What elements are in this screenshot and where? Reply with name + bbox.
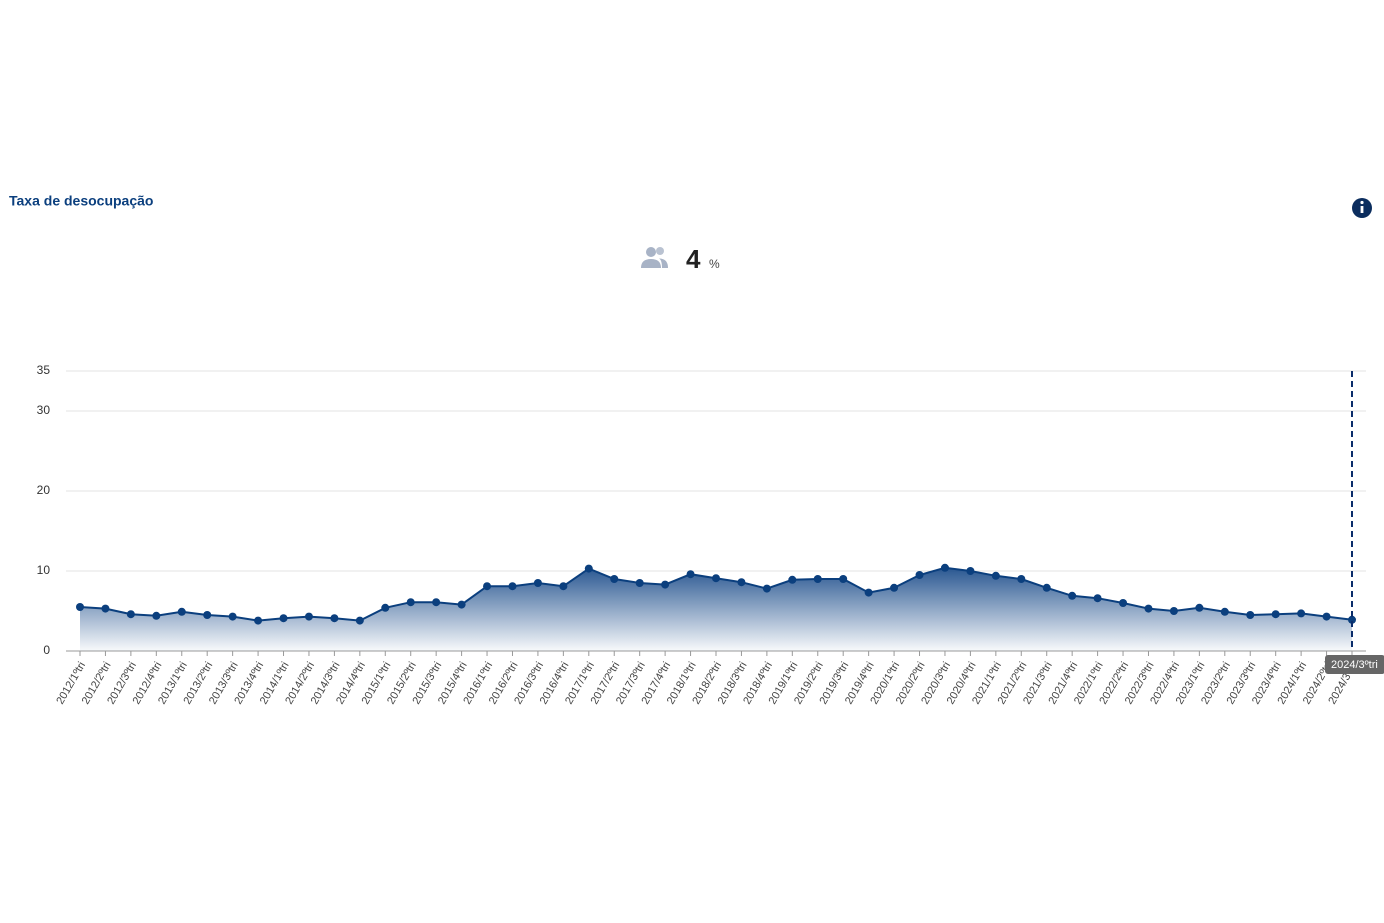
point — [1220, 607, 1229, 616]
people-icon — [641, 247, 668, 268]
info-button[interactable] — [1352, 198, 1372, 218]
point — [254, 616, 263, 625]
point — [890, 583, 899, 592]
y-tick-label: 20 — [37, 483, 51, 497]
point — [483, 582, 492, 591]
point — [76, 603, 84, 611]
kpi-unit: % — [709, 257, 720, 271]
point — [1169, 607, 1178, 615]
point — [788, 575, 797, 584]
point — [635, 579, 644, 587]
point — [330, 614, 339, 623]
tooltip-label: 2024/3ºtri — [1331, 659, 1378, 671]
tooltip-box — [1325, 655, 1384, 674]
y-tick-label: 30 — [37, 403, 51, 417]
point — [1144, 604, 1153, 613]
point — [457, 600, 466, 609]
point — [508, 582, 517, 591]
point — [432, 598, 441, 607]
point — [915, 571, 924, 579]
point — [1348, 615, 1356, 624]
kpi-value: 4 — [686, 244, 701, 274]
point — [1322, 612, 1331, 621]
point — [864, 588, 873, 597]
point — [101, 604, 110, 613]
point — [304, 612, 313, 621]
y-tick-label: 10 — [37, 563, 51, 577]
point — [991, 571, 1000, 580]
point — [737, 578, 746, 587]
card-title: Taxa de desocupação — [9, 193, 153, 209]
point — [126, 610, 135, 619]
point — [533, 579, 542, 587]
point — [1042, 583, 1051, 592]
point — [177, 607, 186, 616]
point — [1195, 603, 1204, 612]
point — [355, 616, 364, 625]
point — [1068, 591, 1077, 600]
point — [406, 598, 415, 607]
point — [686, 570, 695, 579]
point — [279, 614, 288, 623]
area — [80, 567, 1352, 651]
point — [559, 582, 568, 591]
point — [1017, 575, 1026, 583]
point — [152, 611, 161, 620]
point — [584, 564, 593, 573]
point — [940, 563, 949, 572]
point — [1271, 610, 1280, 619]
point — [712, 574, 720, 583]
y-tick-label: 35 — [37, 363, 51, 377]
y-tick-label: 0 — [43, 643, 50, 657]
point — [228, 612, 237, 621]
point — [1297, 609, 1306, 618]
point — [966, 567, 975, 575]
point — [661, 580, 670, 589]
point — [381, 603, 390, 612]
point — [762, 584, 771, 593]
point — [610, 575, 619, 583]
point — [1119, 599, 1128, 607]
point — [203, 611, 212, 619]
point — [839, 575, 848, 583]
point — [1093, 594, 1102, 603]
point — [1246, 611, 1255, 619]
point — [813, 575, 822, 583]
